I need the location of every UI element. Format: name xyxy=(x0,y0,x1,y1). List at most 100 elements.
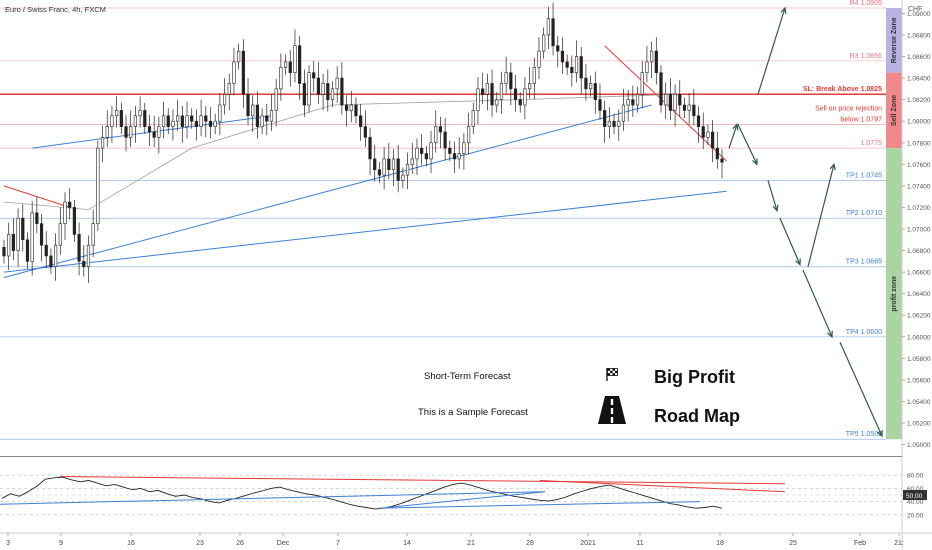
candle-body xyxy=(77,234,81,262)
candle-body xyxy=(176,115,180,122)
price-tick-label: 1.05800 xyxy=(907,356,931,363)
candle-body xyxy=(354,104,358,117)
oscillator-trendline xyxy=(379,491,546,509)
candle-body xyxy=(664,93,668,106)
price-axis: 1.09000 1.08800 1.08600 1.08400 1.08200 1.080… xyxy=(902,11,931,449)
level-label: below 1.0797 xyxy=(840,116,882,123)
candle-body xyxy=(72,207,76,235)
candle-body xyxy=(349,104,353,111)
candle-body xyxy=(124,126,128,138)
candle-body xyxy=(640,72,644,95)
candle-body xyxy=(63,201,67,224)
candle-body xyxy=(631,99,635,106)
oscillator-tick-label: 40.00 xyxy=(907,499,924,506)
candle-body xyxy=(448,147,452,154)
price-tick-label: 1.07000 xyxy=(907,227,931,234)
time-tick-label: 9 xyxy=(59,540,63,547)
candle-body xyxy=(307,72,311,106)
candle-body xyxy=(570,66,574,73)
candle-body xyxy=(537,50,541,68)
candle-body xyxy=(424,153,428,160)
candle-body xyxy=(692,104,696,117)
forecast-arrow-line xyxy=(757,7,786,95)
candle-body xyxy=(401,174,405,181)
candle-body xyxy=(607,120,611,127)
zone-band xyxy=(886,148,902,440)
price-tick-label: 1.06400 xyxy=(907,291,931,298)
candle-body xyxy=(509,72,513,90)
candle-body xyxy=(476,88,480,111)
candle-body xyxy=(265,115,269,122)
time-tick-label: 14 xyxy=(403,540,411,547)
candlesticks xyxy=(2,2,724,283)
level-label: TP4 1.0600 xyxy=(846,329,882,336)
oscillator-trendline xyxy=(379,501,701,509)
time-tick-label: 25 xyxy=(789,540,797,547)
candle-body xyxy=(363,126,367,138)
forecast-arrow-line xyxy=(802,269,833,338)
candle-body xyxy=(344,104,349,111)
candle-body xyxy=(565,61,569,68)
candle-body xyxy=(443,131,447,149)
candle-body xyxy=(420,147,424,154)
forecast-arrow-line xyxy=(779,217,801,265)
candle-body xyxy=(96,147,100,224)
candle-body xyxy=(157,126,161,138)
candle-body xyxy=(687,104,691,111)
sample-forecast-label: This is a Sample Forecast xyxy=(418,407,528,418)
level-label: SL: Break Above 1.0825 xyxy=(803,86,882,93)
candle-body xyxy=(241,50,245,95)
trendline xyxy=(32,115,272,149)
candle-body xyxy=(551,18,555,47)
zone-band xyxy=(886,72,902,149)
candle-body xyxy=(7,234,11,257)
price-tick-label: 1.07800 xyxy=(907,140,931,147)
candle-body xyxy=(560,50,565,63)
road-map-label: Road Map xyxy=(654,406,740,426)
time-tick-label: 21: xyxy=(894,540,904,547)
forecast-arrow-line xyxy=(728,124,738,149)
candle-body xyxy=(110,115,114,127)
candle-body xyxy=(495,99,499,106)
candle-body xyxy=(274,88,278,111)
candle-body xyxy=(668,93,672,111)
symbol-title: Euro / Swiss Franc, 4h, FXCM xyxy=(5,5,106,14)
candle-body xyxy=(429,142,433,160)
candle-body xyxy=(532,66,536,84)
candle-body xyxy=(574,56,579,73)
time-tick-label: 18 xyxy=(716,540,724,547)
oscillator-tick-label: 80.00 xyxy=(907,473,924,480)
candle-body xyxy=(359,115,363,127)
candle-body xyxy=(438,126,443,133)
time-tick-label: 26 xyxy=(236,540,244,547)
level-label: TP3 1.0665 xyxy=(846,259,882,266)
candle-body xyxy=(682,104,687,111)
candle-body xyxy=(635,93,640,106)
candle-body xyxy=(316,77,321,95)
candle-body xyxy=(25,239,30,262)
candle-body xyxy=(237,50,241,63)
candle-body xyxy=(119,110,123,127)
time-tick-label: 23 xyxy=(196,540,204,547)
candle-body xyxy=(16,217,20,251)
candle-body xyxy=(133,115,137,127)
price-tick-label: 1.08800 xyxy=(907,32,931,39)
price-tick-label: 1.06200 xyxy=(907,313,931,320)
checkered-flag-icon xyxy=(606,368,618,381)
level-label: R3 1.0856 xyxy=(850,53,882,60)
time-axis: 3 9 16 23 26 Dec 7 14 21 28 2021 11 18 25 Feb 21: xyxy=(6,533,904,547)
candle-body xyxy=(129,126,133,138)
level-label: TP1 1.0745 xyxy=(846,172,882,179)
candle-body xyxy=(382,158,386,176)
candle-body xyxy=(396,158,400,181)
candle-body xyxy=(213,120,217,127)
candle-body xyxy=(504,72,508,84)
candle-body xyxy=(485,83,489,95)
price-tick-label: 1.07400 xyxy=(907,183,931,190)
candle-body xyxy=(391,158,396,171)
forecast-label: Short-Term Forecast xyxy=(424,371,511,382)
